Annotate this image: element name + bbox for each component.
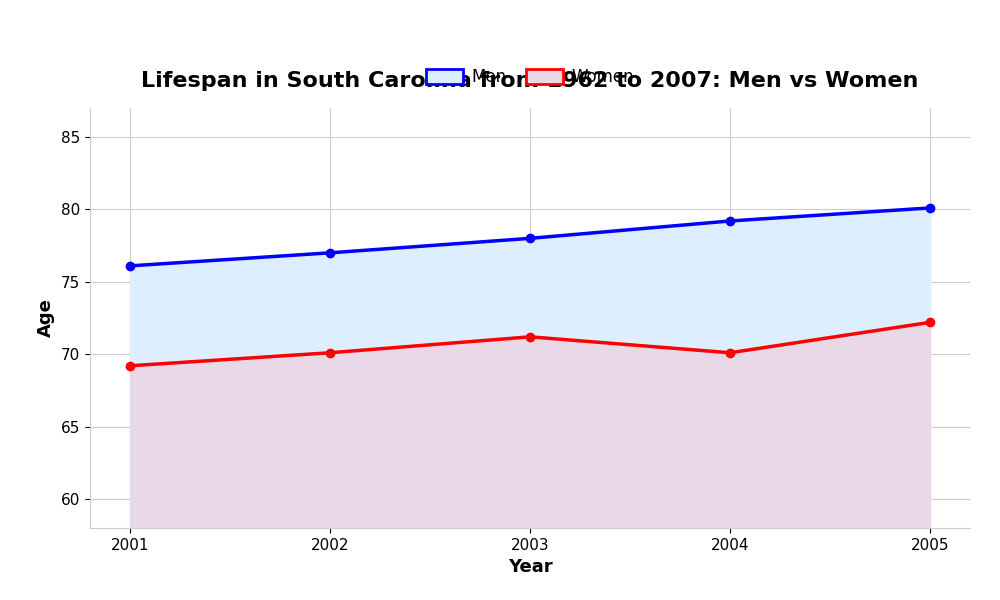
Y-axis label: Age: Age xyxy=(37,299,55,337)
Legend: Men, Women: Men, Women xyxy=(419,62,641,93)
X-axis label: Year: Year xyxy=(508,558,552,576)
Title: Lifespan in South Carolina from 1962 to 2007: Men vs Women: Lifespan in South Carolina from 1962 to … xyxy=(141,71,919,91)
